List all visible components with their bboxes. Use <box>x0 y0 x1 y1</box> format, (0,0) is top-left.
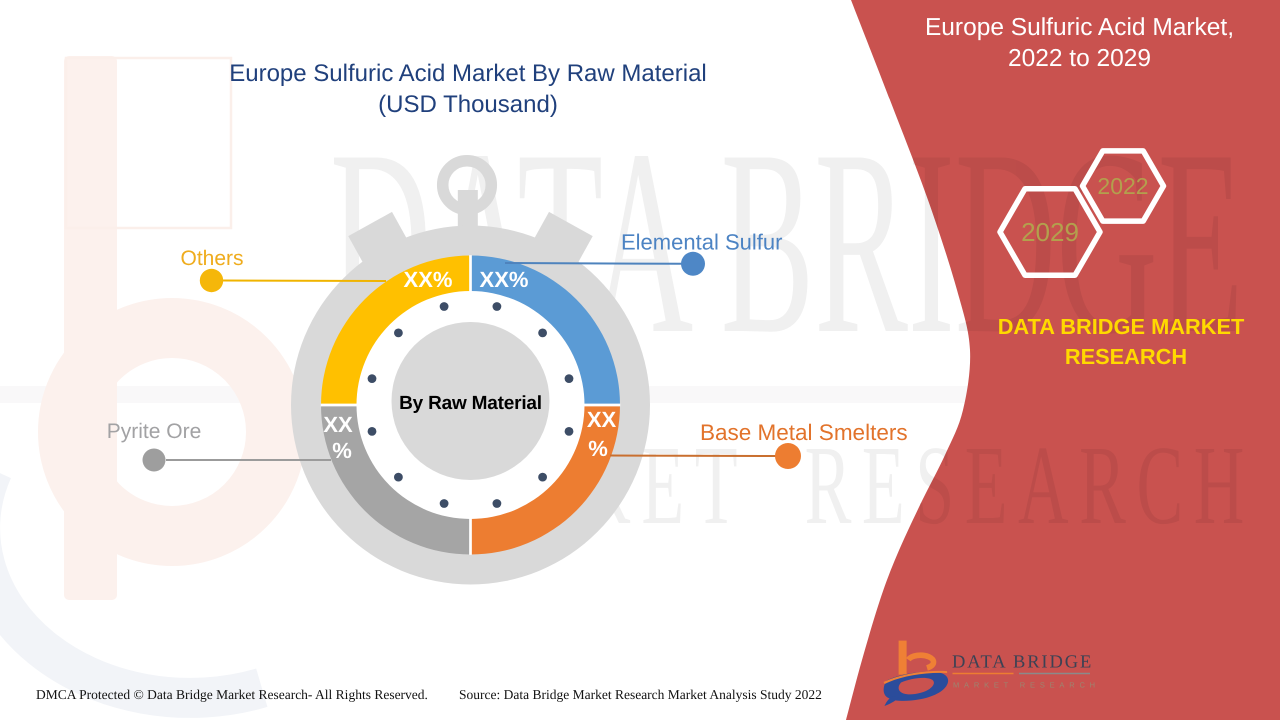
svg-text:Pyrite Ore: Pyrite Ore <box>107 420 202 443</box>
svg-text:XX: XX <box>323 412 353 437</box>
svg-text:Others: Others <box>180 247 243 270</box>
svg-text:Source: Data Bridge Market Res: Source: Data Bridge Market Research Mark… <box>459 687 822 702</box>
svg-text:2029: 2029 <box>1021 217 1079 247</box>
svg-text:2022: 2022 <box>1097 173 1148 199</box>
svg-text:(USD Thousand): (USD Thousand) <box>378 91 558 118</box>
svg-text:%: % <box>332 438 352 463</box>
svg-text:Base Metal Smelters: Base Metal Smelters <box>700 420 908 445</box>
svg-text:Europe Sulfuric Acid Market By: Europe Sulfuric Acid Market By Raw Mater… <box>229 60 707 87</box>
svg-text:By Raw Material: By Raw Material <box>399 393 542 414</box>
svg-text:RESEARCH: RESEARCH <box>1065 344 1187 369</box>
svg-text:2022 to 2029: 2022 to 2029 <box>1008 45 1151 72</box>
svg-text:DMCA Protected © Data Bridge M: DMCA Protected © Data Bridge Market Rese… <box>36 687 428 702</box>
svg-text:%: % <box>588 436 608 461</box>
svg-text:XX: XX <box>587 407 617 432</box>
svg-text:DATA BRIDGE: DATA BRIDGE <box>952 653 1093 673</box>
svg-text:DATA BRIDGE MARKET: DATA BRIDGE MARKET <box>998 314 1245 339</box>
svg-text:Elemental Sulfur: Elemental Sulfur <box>621 230 782 255</box>
svg-text:XX%: XX% <box>404 267 453 292</box>
svg-text:Europe Sulfuric Acid Market,: Europe Sulfuric Acid Market, <box>925 14 1234 41</box>
svg-text:XX%: XX% <box>480 267 529 292</box>
svg-text:MARKET RESEARCH: MARKET RESEARCH <box>953 681 1100 690</box>
